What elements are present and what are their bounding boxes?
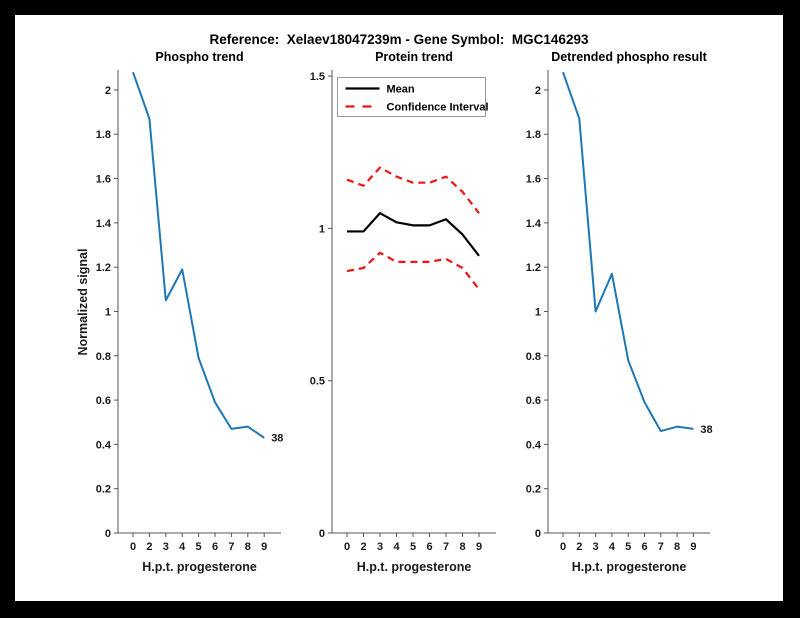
subplot-title: Protein trend (375, 50, 453, 64)
x-tick-label: 5 (410, 541, 416, 553)
y-tick-label: 1.4 (96, 218, 112, 230)
figure-canvas: Reference: Xelaev18047239m - Gene Symbol… (15, 15, 783, 601)
x-tick-label: 3 (163, 541, 169, 553)
y-tick-label: 0.2 (96, 484, 111, 496)
x-axis-label: H.p.t. progesterone (142, 560, 257, 574)
x-tick-label: 7 (443, 541, 449, 553)
x-axis-label: H.p.t. progesterone (357, 560, 472, 574)
x-tick-label: 5 (196, 541, 202, 553)
series-mean (347, 212, 480, 257)
y-tick-label: 2 (105, 85, 111, 97)
y-tick-label: 1.8 (96, 129, 111, 141)
subplot-protein-trend: Protein trend H.p.t. progesterone 0 0.5 1 1… (310, 50, 496, 574)
x-tick-label: 4 (393, 541, 400, 553)
y-tick-label: 0 (319, 528, 325, 540)
y-tick-label: 1.6 (96, 174, 111, 186)
y-tick-label: 0 (105, 528, 111, 540)
y-tick-label: 1.2 (526, 262, 541, 274)
plots-svg: Phospho trend H.p.t. progesterone Normal… (76, 50, 713, 574)
x-axis-label: H.p.t. progesterone (572, 560, 687, 574)
y-tick-label: 0.8 (526, 351, 541, 363)
x-tick-label: 6 (641, 541, 647, 553)
y-tick-label: 1.8 (526, 129, 541, 141)
subplot-title: Phospho trend (155, 50, 243, 64)
x-tick-label: 5 (625, 541, 631, 553)
x-tick-label: 8 (459, 541, 465, 553)
x-tick-label: 4 (609, 541, 616, 553)
x-tick-label: 0 (130, 541, 136, 553)
series-detrended-phospho (562, 71, 694, 433)
y-tick-label: 1 (105, 306, 111, 318)
series-phospho-signal (132, 71, 265, 439)
y-tick-label: 0.8 (96, 351, 111, 363)
x-tick-label: 8 (674, 541, 680, 553)
y-tick-label: 1.2 (96, 262, 111, 274)
series-ci-upper (346, 166, 480, 214)
endpoint-annotation: 38 (700, 424, 712, 436)
y-tick-label: 1.5 (310, 71, 325, 83)
legend-box (337, 77, 486, 117)
x-tick-label: 0 (560, 541, 566, 553)
y-tick-label: 0.6 (96, 395, 111, 407)
y-tick-label: 0.4 (96, 439, 112, 451)
y-tick-label: 0.5 (310, 376, 325, 388)
legend-label: Confidence Interval (387, 102, 489, 114)
y-tick-label: 1 (319, 223, 325, 235)
endpoint-annotation: 38 (271, 433, 283, 445)
y-tick-label: 2 (535, 85, 541, 97)
x-tick-label: 2 (360, 541, 366, 553)
x-tick-label: 2 (576, 541, 582, 553)
y-tick-label: 0.6 (526, 395, 541, 407)
x-tick-label: 0 (344, 541, 350, 553)
x-tick-label: 2 (146, 541, 152, 553)
x-tick-label: 3 (377, 541, 383, 553)
y-tick-label: 1 (535, 306, 541, 318)
y-tick-label: 0 (535, 528, 541, 540)
x-tick-label: 7 (228, 541, 234, 553)
x-tick-label: 4 (179, 541, 186, 553)
x-tick-label: 8 (245, 541, 251, 553)
figure-suptitle: Reference: Xelaev18047239m - Gene Symbol… (209, 32, 589, 47)
x-tick-label: 6 (426, 541, 432, 553)
x-tick-label: 9 (476, 541, 482, 553)
x-tick-label: 9 (261, 541, 267, 553)
y-tick-label: 1.6 (526, 174, 541, 186)
y-tick-label: 0.2 (526, 484, 541, 496)
legend-label: Mean (387, 84, 415, 96)
subplot-phospho-trend: Phospho trend H.p.t. progesterone Normal… (76, 50, 283, 574)
y-axis-label: Normalized signal (76, 249, 90, 356)
y-tick-label: 0.4 (526, 439, 542, 451)
series-ci-lower (346, 251, 480, 290)
x-tick-label: 7 (658, 541, 664, 553)
subplot-detrended-phospho: Detrended phospho result H.p.t. progeste… (526, 50, 713, 574)
subplot-title: Detrended phospho result (551, 50, 707, 64)
y-tick-label: 1.4 (526, 218, 542, 230)
x-tick-label: 9 (690, 541, 696, 553)
x-tick-label: 6 (212, 541, 218, 553)
x-tick-label: 3 (593, 541, 599, 553)
